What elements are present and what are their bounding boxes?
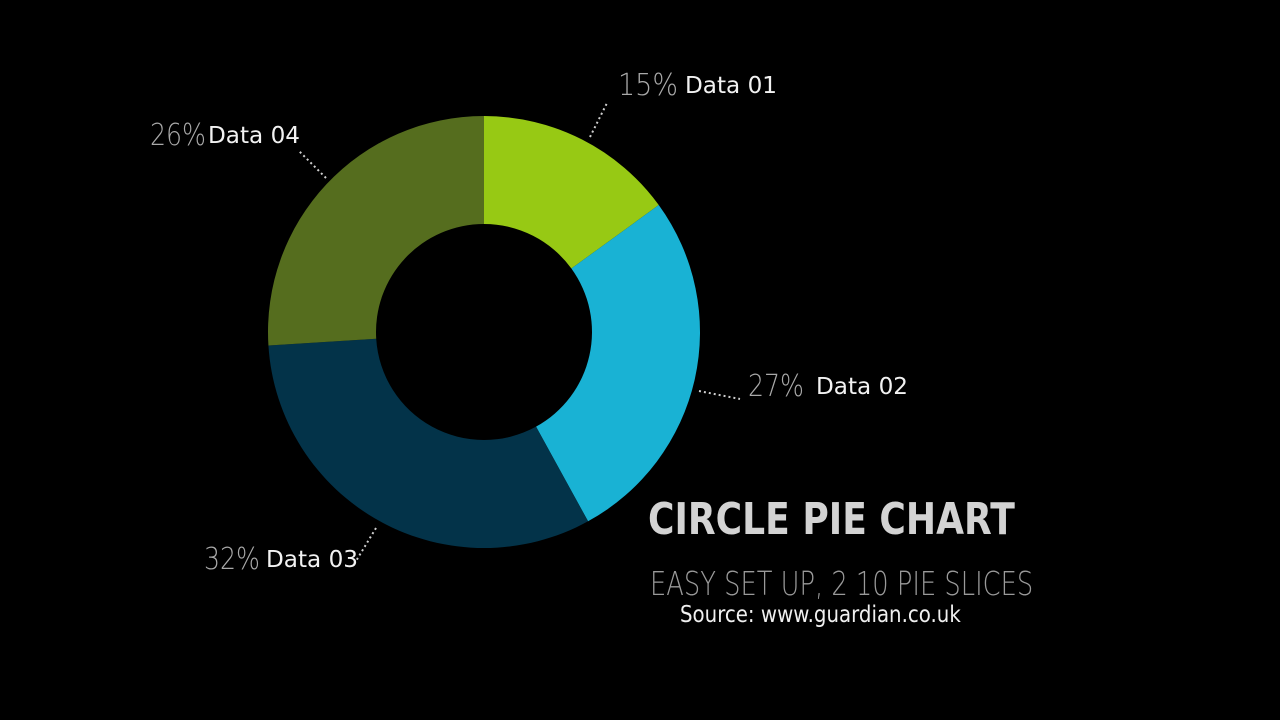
slice-percent-label: 15% <box>618 68 678 103</box>
slice-percent-label: 26% <box>150 118 206 153</box>
leader-line <box>589 102 608 138</box>
slice-category-label: Data 01 <box>685 73 777 99</box>
slice-category-label: Data 02 <box>816 374 908 400</box>
slice-category-label: Data 03 <box>266 547 358 573</box>
pie-slices <box>268 116 701 548</box>
chart-source: Source: www.guardian.co.uk <box>680 602 961 628</box>
slice-percent-label: 32% <box>204 542 260 577</box>
pie-slice-data-03 <box>268 338 589 548</box>
slice-category-label: Data 04 <box>208 123 300 149</box>
pie-slice-data-01 <box>484 116 659 269</box>
chart-subtitle: EASY SET UP, 2 10 PIE SLICES <box>650 564 1034 603</box>
pie-slice-data-02 <box>536 205 701 522</box>
pie-labels: 15% Data 01 27% Data 02 32% Data 03 26% Data 04 <box>150 68 908 577</box>
leader-line <box>698 390 741 400</box>
slice-percent-label: 27% <box>748 369 804 404</box>
leader-line <box>297 149 327 179</box>
pie-slice-data-04 <box>268 116 484 346</box>
chart-title: CIRCLE PIE CHART <box>648 494 1015 545</box>
